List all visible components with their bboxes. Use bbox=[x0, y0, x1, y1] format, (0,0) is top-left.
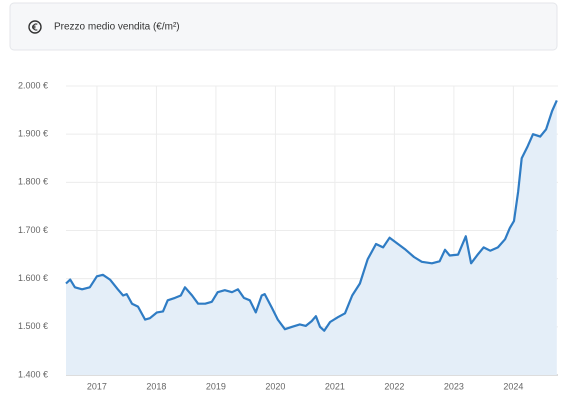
x-tick-label: 2019 bbox=[206, 381, 226, 391]
chart-title: Prezzo medio vendita (€/m²) bbox=[54, 22, 180, 33]
line bbox=[65, 99, 558, 332]
x-tick-label: 2018 bbox=[146, 381, 166, 391]
x-tick-label: 2023 bbox=[444, 381, 464, 391]
y-tick-label: 1.700 € bbox=[18, 225, 48, 235]
x-tick-label: 2022 bbox=[384, 381, 404, 391]
y-tick-label: 2.000 € bbox=[18, 80, 48, 90]
header-box bbox=[9, 2, 558, 51]
y-tick-label: 1.400 € bbox=[18, 369, 48, 379]
x-tick-label: 2020 bbox=[265, 381, 285, 391]
x-tick-label: 2024 bbox=[503, 381, 523, 391]
y-tick-label: 1.800 € bbox=[18, 177, 48, 187]
euro-icon bbox=[28, 20, 42, 34]
y-tick-label: 1.500 € bbox=[18, 321, 48, 331]
x-tick-label: 2017 bbox=[87, 381, 107, 391]
area bbox=[66, 100, 557, 376]
y-tick-label: 1.600 € bbox=[18, 273, 48, 283]
x-tick-label: 2021 bbox=[325, 381, 345, 391]
y-tick-label: 1.900 € bbox=[18, 129, 48, 139]
